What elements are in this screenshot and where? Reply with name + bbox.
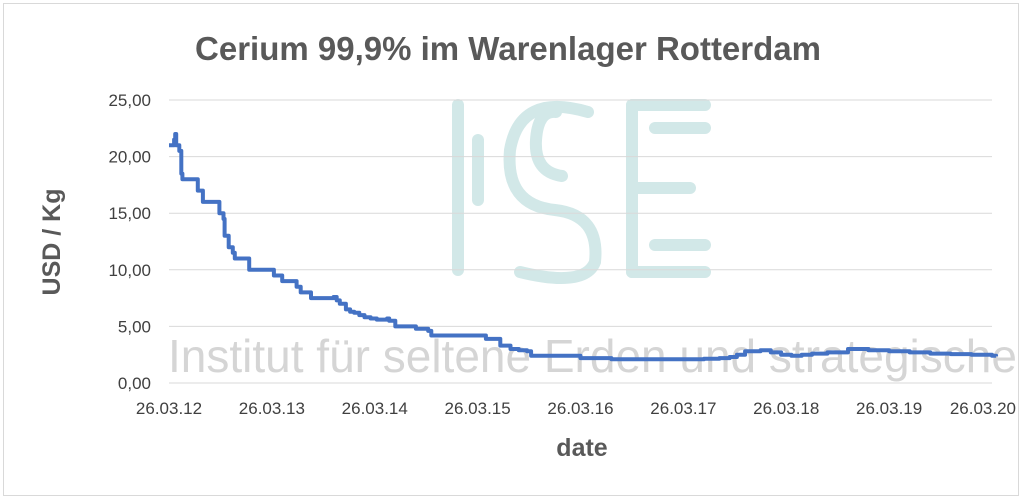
y-tick-label: 25,00 (108, 91, 151, 110)
gridlines (169, 99, 992, 384)
y-tick-label: 20,00 (108, 148, 151, 167)
x-tick-label: 26.03.16 (547, 399, 613, 418)
y-tick-label: 10,00 (108, 261, 151, 280)
x-tick-label: 26.03.18 (753, 399, 819, 418)
x-tick-label: 26.03.20 (950, 399, 1016, 418)
x-tick-labels: 26.03.12 26.03.13 26.03.14 26.03.15 26.03.16… (136, 399, 1016, 418)
series-line (169, 132, 999, 362)
x-tick-label: 26.03.17 (650, 399, 716, 418)
y-tick-label: 5,00 (118, 317, 151, 336)
chart-title: Cerium 99,9% im Warenlager Rotterdam (195, 30, 821, 67)
x-tick-label: 26.03.19 (856, 399, 922, 418)
x-tick-label: 26.03.13 (239, 399, 305, 418)
y-tick-label: 0,00 (118, 374, 151, 393)
x-tick-label: 26.03.15 (445, 399, 511, 418)
chart-frame (3, 3, 1019, 496)
x-tick-label: 26.03.12 (136, 399, 202, 418)
y-tick-labels: 0,00 5,00 10,00 15,00 20,00 25,00 (108, 91, 151, 393)
watermark-logo (452, 99, 711, 285)
y-tick-label: 15,00 (108, 204, 151, 223)
x-tick-label: 26.03.14 (342, 399, 408, 418)
x-axis-title: date (556, 434, 608, 462)
y-axis-title: USD / Kg (38, 189, 66, 296)
watermark-text: Institut für seltene Erden und strategis… (168, 330, 1024, 382)
